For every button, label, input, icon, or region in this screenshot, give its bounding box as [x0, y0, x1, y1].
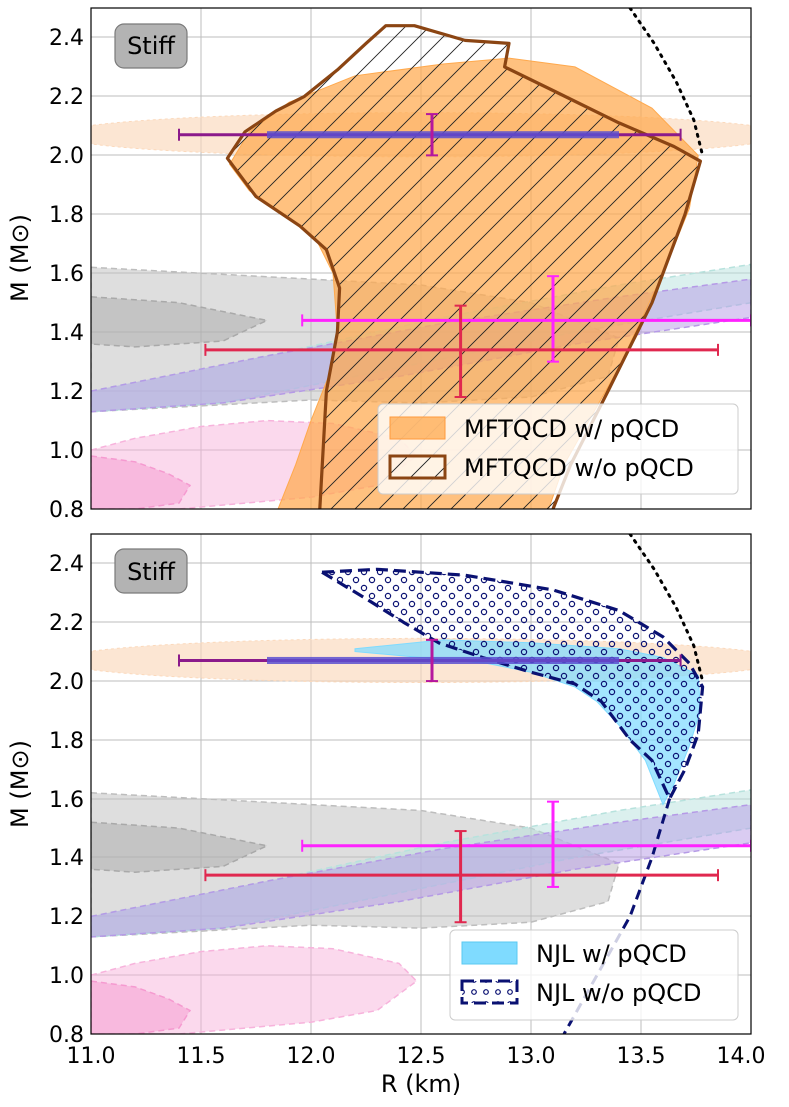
y-tick: 1.0 [49, 964, 84, 989]
y-tick: 2.0 [49, 670, 84, 695]
pink-posterior-inner [91, 980, 192, 1034]
y-tick: 1.2 [49, 380, 84, 405]
causality-boundary [628, 534, 705, 683]
y-tick: 2.0 [49, 144, 84, 169]
legend: MFTQCD w/ pQCD MFTQCD w/o pQCD [377, 403, 739, 495]
legend-label: NJL w/o pQCD [536, 979, 701, 1007]
constraint-band [267, 131, 619, 139]
y-tick: 1.2 [49, 905, 84, 930]
badge-label: Stiff [127, 32, 175, 60]
x-tick: 13.0 [507, 1044, 556, 1069]
y-tick: 0.8 [49, 1023, 84, 1048]
y-tick-labels: 0.8 1.0 1.2 1.4 1.6 1.8 2.0 2.2 2.4 [49, 26, 84, 523]
legend-label: MFTQCD w/ pQCD [464, 415, 679, 443]
y-tick-labels: 0.8 1.0 1.2 1.4 1.6 1.8 2.0 2.2 2.4 [49, 552, 84, 1048]
grey-posterior-inner [91, 296, 270, 348]
y-tick: 1.8 [49, 203, 84, 228]
grey-posterior-inner [91, 821, 270, 873]
x-axis-label: R (km) [381, 1070, 461, 1098]
stiff-badge: Stiff [114, 23, 188, 69]
y-tick: 2.4 [49, 26, 84, 51]
y-tick: 1.4 [49, 846, 84, 871]
y-axis-label: M (M⊙) [6, 214, 34, 302]
pink-posterior-inner [91, 455, 192, 509]
badge-label: Stiff [127, 558, 175, 586]
y-tick: 1.6 [49, 262, 84, 287]
x-tick: 11.0 [67, 1044, 116, 1069]
y-tick: 1.0 [49, 439, 84, 464]
x-tick: 12.0 [287, 1044, 336, 1069]
mftqcd-w-o-pqcd-hatch [227, 25, 701, 509]
y-axis-label: M (M⊙) [6, 740, 34, 828]
legend-swatch-mftqcd-pqcd [389, 416, 446, 440]
y-tick: 0.8 [49, 498, 84, 523]
legend-swatch-mftqcd-no-pqcd [388, 454, 447, 480]
y-tick: 1.4 [49, 321, 84, 346]
purple-posterior [91, 803, 751, 938]
stiff-badge: Stiff [114, 548, 188, 594]
y-tick: 1.8 [49, 729, 84, 754]
x-tick: 12.5 [397, 1044, 446, 1069]
x-tick-labels: 11.0 11.5 12.0 12.5 13.0 13.5 14.0 [67, 1044, 766, 1069]
y-tick: 1.6 [49, 788, 84, 813]
top-panel: 0.8 1.0 1.2 1.4 1.6 1.8 2.0 2.2 2.4 M (M… [6, 7, 752, 523]
y-tick: 2.2 [49, 85, 84, 110]
x-tick: 11.5 [177, 1044, 226, 1069]
x-tick: 13.5 [617, 1044, 666, 1069]
x-tick: 14.0 [717, 1044, 766, 1069]
y-tick: 2.2 [49, 611, 84, 636]
legend-label: NJL w/ pQCD [536, 940, 687, 968]
legend-swatch-njl-no-pqcd [460, 979, 519, 1005]
legend-label: MFTQCD w/o pQCD [464, 454, 694, 482]
bottom-panel: 0.8 1.0 1.2 1.4 1.6 1.8 2.0 2.2 2.4 11.0… [6, 533, 766, 1098]
causality-boundary [628, 8, 705, 157]
njl-w-o-pqcd-region [320, 567, 705, 801]
legend: NJL w/ pQCD NJL w/o pQCD [449, 929, 739, 1021]
constraint-band [267, 656, 619, 664]
legend-swatch-njl-pqcd [461, 941, 518, 965]
mftqcd-w-o-pqcd-outline [225, 24, 702, 509]
y-tick: 2.4 [49, 552, 84, 577]
